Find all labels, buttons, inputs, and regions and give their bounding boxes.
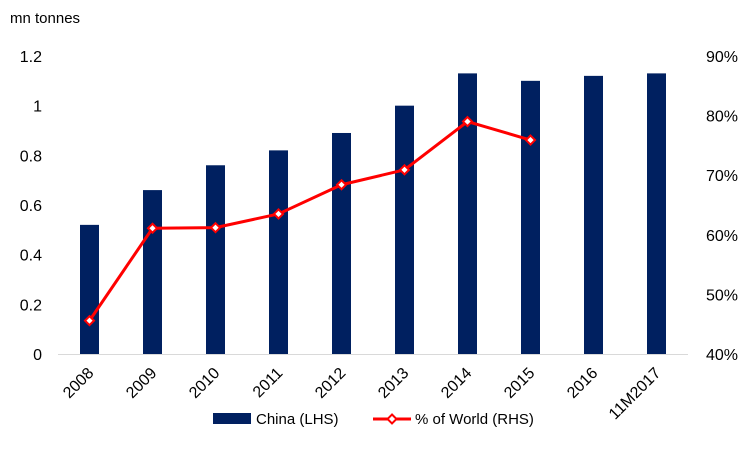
right-tick-label: 80%: [706, 109, 738, 126]
right-axis-ticks: 40% 50% 60% 70% 80% 90%: [706, 49, 738, 364]
bar: [143, 190, 162, 354]
line-marker: [146, 222, 159, 235]
line-marker: [83, 314, 96, 327]
line-marker: [524, 134, 537, 146]
left-tick-label: 1: [33, 99, 42, 116]
right-tick-label: 60%: [706, 228, 738, 245]
bar: [332, 132, 351, 354]
right-tick-label: 40%: [706, 347, 738, 364]
x-tick-label: 2011: [250, 365, 286, 401]
x-tick-label: 2014: [438, 365, 475, 402]
line-marker: [335, 178, 348, 191]
line-marker: [272, 208, 285, 220]
bar: [521, 80, 540, 354]
x-tick-label: 11M2017: [606, 365, 664, 423]
line-marker: [209, 221, 222, 234]
legend-swatch-bar: [213, 413, 251, 424]
bar: [80, 224, 99, 354]
left-tick-label: 0.4: [20, 248, 42, 265]
x-tick-label: 2012: [312, 365, 349, 402]
x-tick-label: 2009: [123, 365, 160, 402]
legend-label-bar: China (LHS): [256, 411, 339, 428]
left-tick-label: 0: [33, 347, 42, 364]
bar: [395, 105, 414, 355]
x-tick-label: 2013: [375, 365, 412, 402]
series-line: [88, 120, 531, 322]
left-tick-label: 0.2: [20, 297, 42, 314]
bar-series: [80, 73, 666, 355]
right-tick-label: 70%: [706, 168, 738, 185]
bar: [458, 73, 477, 354]
legend-swatch-marker: [386, 413, 398, 425]
x-tick-label: 2008: [60, 365, 97, 402]
x-tick-label: 2010: [186, 365, 223, 402]
x-axis-ticks: 2008 2009 2010 2011 2012 2013 2014 2015 2016 11M2…: [60, 365, 664, 423]
line-marker: [461, 115, 474, 128]
bar: [584, 75, 603, 354]
x-tick-label: 2016: [564, 365, 601, 402]
left-axis-ticks: 0 0.2 0.4 0.6 0.8 1 1.2: [20, 49, 42, 364]
bar: [269, 150, 288, 354]
left-tick-label: 1.2: [20, 49, 42, 66]
left-tick-label: 0.6: [20, 198, 42, 215]
y-axis-unit-label: mn tonnes: [10, 10, 80, 27]
legend-label-line: % of World (RHS): [415, 411, 534, 428]
line-marker: [398, 163, 411, 176]
line-series: [83, 115, 537, 327]
left-tick-label: 0.8: [20, 148, 42, 165]
x-tick-label: 2015: [501, 365, 538, 402]
legend: China (LHS) % of World (RHS): [213, 411, 534, 428]
right-tick-label: 90%: [706, 49, 738, 66]
bar: [206, 165, 225, 354]
right-tick-label: 50%: [706, 287, 738, 304]
bar: [647, 73, 666, 354]
